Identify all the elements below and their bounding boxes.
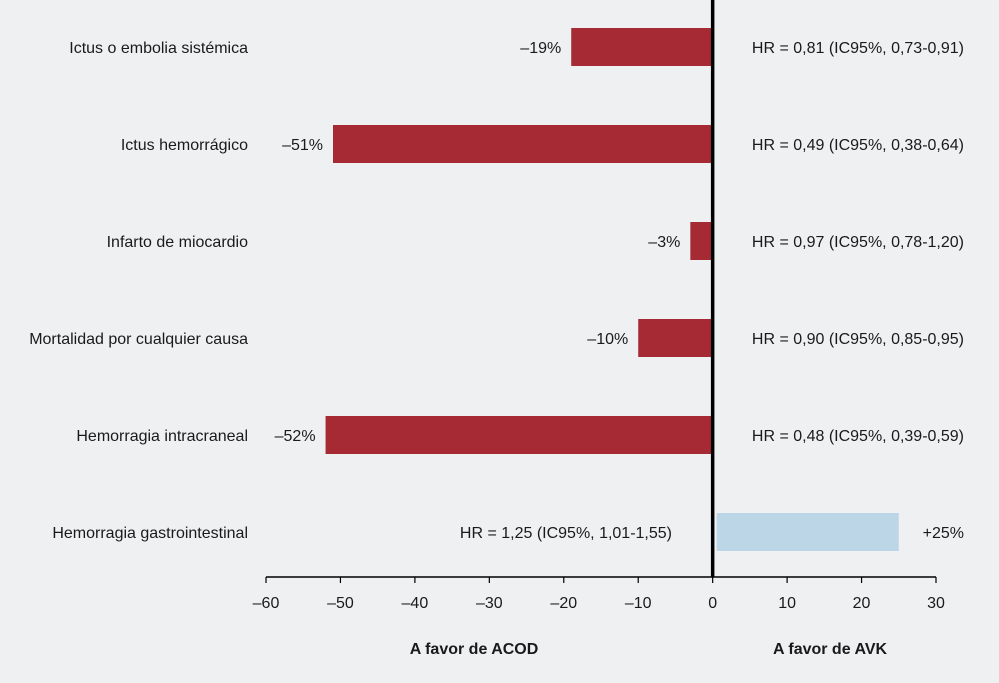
hr-label: HR = 0,48 (IC95%, 0,39-0,59) xyxy=(752,428,964,445)
x-tick-label: 0 xyxy=(708,595,717,612)
x-tick-label: 20 xyxy=(853,595,871,612)
x-tick-label: –50 xyxy=(327,595,354,612)
x-tick-label: –30 xyxy=(476,595,503,612)
x-tick-label: –20 xyxy=(550,595,577,612)
labels-layer: Ictus o embolia sistémica –19% HR = 0,81 (… xyxy=(29,40,964,542)
bar-2 xyxy=(690,222,713,260)
value-label: +25% xyxy=(923,525,964,542)
bar-3 xyxy=(638,319,713,357)
x-tick-label: 10 xyxy=(778,595,796,612)
x-tick-label: –40 xyxy=(402,595,429,612)
hr-label: HR = 0,97 (IC95%, 0,78-1,20) xyxy=(752,234,964,251)
x-tick-label: –10 xyxy=(625,595,652,612)
favor-acod-label: A favor de ACOD xyxy=(410,641,539,658)
bar-1 xyxy=(333,125,713,163)
hr-label: HR = 0,81 (IC95%, 0,73-0,91) xyxy=(752,40,964,57)
x-tick-label: –60 xyxy=(253,595,280,612)
bar-0 xyxy=(571,28,713,66)
hr-label: HR = 0,90 (IC95%, 0,85-0,95) xyxy=(752,331,964,348)
x-axis-ticks: –60 –50 –40 –30 –20 –10 0 10 20 30 xyxy=(253,577,945,612)
category-label: Hemorragia intracraneal xyxy=(76,428,248,445)
bar-4 xyxy=(325,416,713,454)
value-label: –10% xyxy=(587,331,628,348)
category-label: Infarto de miocardio xyxy=(107,234,249,251)
value-label: –19% xyxy=(520,40,561,57)
x-tick-label: 30 xyxy=(927,595,945,612)
favor-avk-label: A favor de AVK xyxy=(773,641,888,658)
category-label: Hemorragia gastrointestinal xyxy=(52,525,248,542)
bars-layer xyxy=(325,28,899,551)
value-label: –52% xyxy=(275,428,316,445)
hr-label: HR = 0,49 (IC95%, 0,38-0,64) xyxy=(752,137,964,154)
hr-label: HR = 1,25 (IC95%, 1,01-1,55) xyxy=(460,525,672,542)
bar-5 xyxy=(716,513,899,551)
category-label: Mortalidad por cualquier causa xyxy=(29,331,248,348)
category-label: Ictus hemorrágico xyxy=(121,137,248,154)
value-label: –3% xyxy=(648,234,680,251)
category-label: Ictus o embolia sistémica xyxy=(69,40,248,57)
value-label: –51% xyxy=(282,137,323,154)
